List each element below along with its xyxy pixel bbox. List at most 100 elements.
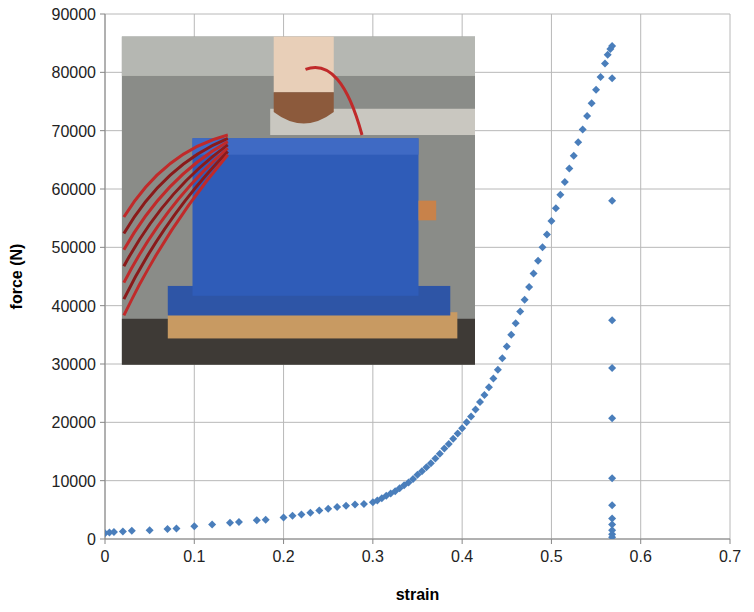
y-tick	[100, 305, 105, 306]
data-point	[592, 86, 600, 94]
data-point	[601, 60, 609, 68]
photo-loader	[274, 37, 334, 93]
data-point	[489, 375, 497, 383]
x-tick-label: 0.7	[719, 548, 741, 565]
data-point	[110, 528, 118, 536]
y-axis-title: force (N)	[8, 244, 25, 310]
y-tick	[100, 247, 105, 248]
x-tick	[462, 539, 463, 544]
y-tick	[100, 364, 105, 365]
x-tick	[551, 539, 552, 544]
grid-line-x	[105, 14, 106, 539]
chart: 00.10.20.30.40.50.60.7010000200003000040…	[0, 0, 754, 612]
data-point	[608, 474, 616, 482]
x-tick-label: 0	[101, 548, 110, 565]
data-point	[561, 178, 569, 186]
data-point	[547, 217, 555, 225]
y-tick	[100, 130, 105, 131]
y-tick	[100, 189, 105, 190]
x-tick-label: 0.5	[540, 548, 562, 565]
photo-wire	[306, 68, 363, 136]
data-point	[485, 383, 493, 391]
y-tick-label: 0	[87, 531, 96, 548]
data-point	[172, 525, 180, 533]
data-point	[467, 413, 475, 421]
data-point	[597, 73, 605, 81]
grid-line-y	[105, 14, 730, 15]
y-axis	[105, 14, 106, 539]
data-point	[588, 99, 596, 107]
data-point	[472, 406, 480, 414]
y-tick-label: 40000	[52, 298, 97, 315]
x-axis-title: strain	[396, 586, 440, 603]
data-point	[164, 525, 172, 533]
data-point	[342, 502, 350, 510]
x-tick	[105, 539, 106, 544]
data-point	[128, 527, 136, 535]
photo-background	[122, 37, 475, 365]
data-point	[507, 331, 515, 339]
y-tick-label: 10000	[52, 473, 97, 490]
grid-line-x	[551, 14, 552, 539]
y-tick-label: 50000	[52, 239, 97, 256]
y-tick	[100, 480, 105, 481]
data-point	[530, 270, 538, 278]
grid-line-x	[640, 14, 641, 539]
data-point	[436, 450, 444, 458]
photo-clamp	[419, 201, 437, 221]
data-point	[608, 414, 616, 422]
data-point	[608, 197, 616, 205]
x-tick-label: 0.4	[451, 548, 473, 565]
y-tick	[100, 422, 105, 423]
data-point	[574, 138, 582, 146]
photo-blue-box	[193, 138, 419, 296]
data-point	[494, 366, 502, 374]
data-point	[280, 513, 288, 521]
photo-wood-base	[168, 312, 458, 338]
x-tick-label: 0.6	[630, 548, 652, 565]
data-point	[521, 296, 529, 304]
data-point	[556, 191, 564, 199]
data-point	[315, 506, 323, 514]
data-point	[480, 391, 488, 399]
data-point	[262, 516, 270, 524]
data-point	[463, 418, 471, 426]
data-point	[351, 501, 359, 509]
data-point	[608, 316, 616, 324]
y-tick	[100, 14, 105, 15]
data-point	[543, 231, 551, 239]
inset-photo	[122, 37, 475, 365]
data-point	[297, 511, 305, 519]
data-point	[583, 112, 591, 120]
x-tick	[372, 539, 373, 544]
data-point	[253, 516, 261, 524]
data-point	[608, 74, 616, 82]
data-point	[512, 319, 520, 327]
x-tick-label: 0.1	[183, 548, 205, 565]
data-point	[498, 354, 506, 362]
data-point	[449, 435, 457, 443]
data-point	[360, 500, 368, 508]
data-point	[516, 308, 524, 316]
grid-line-y	[105, 539, 730, 540]
data-point	[289, 512, 297, 520]
data-point	[570, 152, 578, 160]
x-tick-label: 0.3	[362, 548, 384, 565]
y-tick-label: 90000	[52, 6, 97, 23]
data-point	[226, 519, 234, 527]
data-point	[565, 165, 573, 173]
data-point	[445, 440, 453, 448]
data-point	[534, 257, 542, 265]
data-point	[119, 527, 127, 535]
y-tick	[100, 539, 105, 540]
data-point	[539, 243, 547, 251]
data-point	[190, 522, 198, 530]
data-point	[146, 526, 154, 534]
photo-wire	[124, 155, 228, 316]
grid-line-y	[105, 480, 730, 481]
y-tick-label: 80000	[52, 64, 97, 81]
data-point	[525, 283, 533, 291]
data-point	[333, 503, 341, 511]
x-tick	[640, 539, 641, 544]
data-point	[208, 520, 216, 528]
